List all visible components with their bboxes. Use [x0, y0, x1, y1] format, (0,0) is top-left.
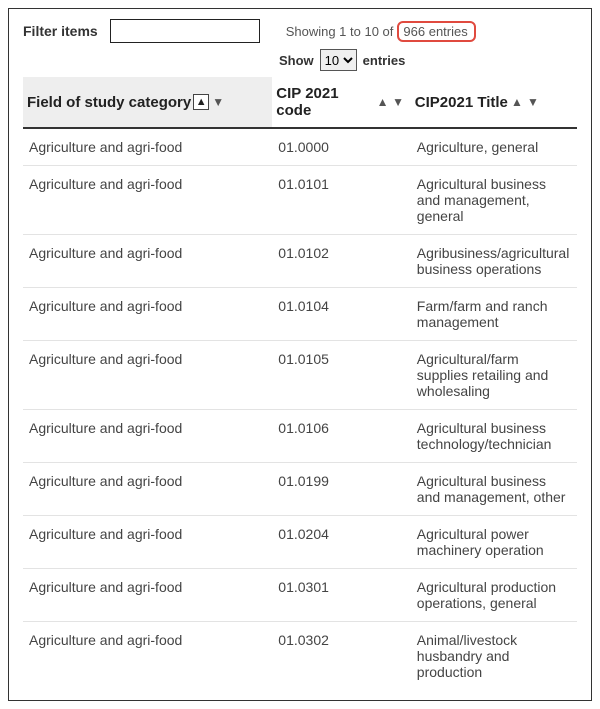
cell-code: 01.0204 [272, 516, 411, 569]
filter-label: Filter items [23, 23, 98, 39]
sort-asc-icon[interactable]: ▲ [193, 94, 209, 110]
cell-category: Agriculture and agri-food [23, 341, 272, 410]
table-row: Agriculture and agri-food 01.0199 Agricu… [23, 463, 577, 516]
cell-category: Agriculture and agri-food [23, 569, 272, 622]
header-row: Field of study category ▲ ▼ CIP 2021 cod… [23, 77, 577, 128]
table-row: Agriculture and agri-food 01.0302 Animal… [23, 622, 577, 691]
cell-title: Agricultural business technology/technic… [411, 410, 577, 463]
cell-title: Agricultural business and management, ot… [411, 463, 577, 516]
cell-code: 01.0302 [272, 622, 411, 691]
cell-title: Farm/farm and ranch management [411, 288, 577, 341]
page-size-select[interactable]: 10 [320, 49, 357, 71]
col-header-label: CIP 2021 code [276, 85, 374, 119]
showing-prefix: Showing 1 to 10 of [286, 24, 394, 39]
cell-code: 01.0104 [272, 288, 411, 341]
table-row: Agriculture and agri-food 01.0105 Agricu… [23, 341, 577, 410]
cell-code: 01.0000 [272, 128, 411, 166]
entries-highlight: 966 entries [397, 21, 475, 42]
cell-category: Agriculture and agri-food [23, 463, 272, 516]
show-suffix: entries [363, 53, 406, 68]
cell-code: 01.0301 [272, 569, 411, 622]
cell-category: Agriculture and agri-food [23, 516, 272, 569]
cell-title: Animal/livestock husbandry and productio… [411, 622, 577, 691]
cell-code: 01.0199 [272, 463, 411, 516]
cell-category: Agriculture and agri-food [23, 622, 272, 691]
table-row: Agriculture and agri-food 01.0101 Agricu… [23, 166, 577, 235]
cell-category: Agriculture and agri-food [23, 128, 272, 166]
cell-title: Agriculture, general [411, 128, 577, 166]
cell-title: Agricultural/farm supplies retailing and… [411, 341, 577, 410]
col-header-category[interactable]: Field of study category ▲ ▼ [23, 77, 272, 128]
cell-title: Agricultural production operations, gene… [411, 569, 577, 622]
sort-asc-icon[interactable]: ▲ [376, 94, 389, 110]
col-header-label: Field of study category [27, 94, 191, 111]
table-row: Agriculture and agri-food 01.0301 Agricu… [23, 569, 577, 622]
cell-title: Agricultural business and management, ge… [411, 166, 577, 235]
col-header-label: CIP2021 Title [415, 94, 508, 111]
cell-code: 01.0106 [272, 410, 411, 463]
sort-desc-icon[interactable]: ▼ [391, 94, 404, 110]
cell-category: Agriculture and agri-food [23, 288, 272, 341]
table-row: Agriculture and agri-food 01.0000 Agricu… [23, 128, 577, 166]
table-row: Agriculture and agri-food 01.0106 Agricu… [23, 410, 577, 463]
page-size-row: Show 10 entries [279, 49, 577, 71]
table-row: Agriculture and agri-food 01.0104 Farm/f… [23, 288, 577, 341]
filter-row: Filter items Showing 1 to 10 of 966 entr… [23, 19, 577, 43]
data-table: Field of study category ▲ ▼ CIP 2021 cod… [23, 77, 577, 690]
cell-code: 01.0105 [272, 341, 411, 410]
cell-category: Agriculture and agri-food [23, 410, 272, 463]
sort-desc-icon[interactable]: ▼ [211, 94, 225, 110]
table-row: Agriculture and agri-food 01.0102 Agribu… [23, 235, 577, 288]
table-body: Agriculture and agri-food 01.0000 Agricu… [23, 128, 577, 690]
data-table-panel: Filter items Showing 1 to 10 of 966 entr… [8, 8, 592, 701]
col-header-cip-title[interactable]: CIP2021 Title ▲ ▼ [411, 77, 577, 128]
cell-title: Agricultural power machinery operation [411, 516, 577, 569]
col-header-cip-code[interactable]: CIP 2021 code ▲ ▼ [272, 77, 411, 128]
cell-code: 01.0101 [272, 166, 411, 235]
table-row: Agriculture and agri-food 01.0204 Agricu… [23, 516, 577, 569]
sort-asc-icon[interactable]: ▲ [510, 94, 524, 110]
cell-category: Agriculture and agri-food [23, 235, 272, 288]
show-label: Show [279, 53, 314, 68]
cell-title: Agribusiness/agricultural business opera… [411, 235, 577, 288]
cell-category: Agriculture and agri-food [23, 166, 272, 235]
showing-text: Showing 1 to 10 of 966 entries [286, 21, 476, 42]
filter-input[interactable] [110, 19, 260, 43]
sort-desc-icon[interactable]: ▼ [526, 94, 540, 110]
cell-code: 01.0102 [272, 235, 411, 288]
